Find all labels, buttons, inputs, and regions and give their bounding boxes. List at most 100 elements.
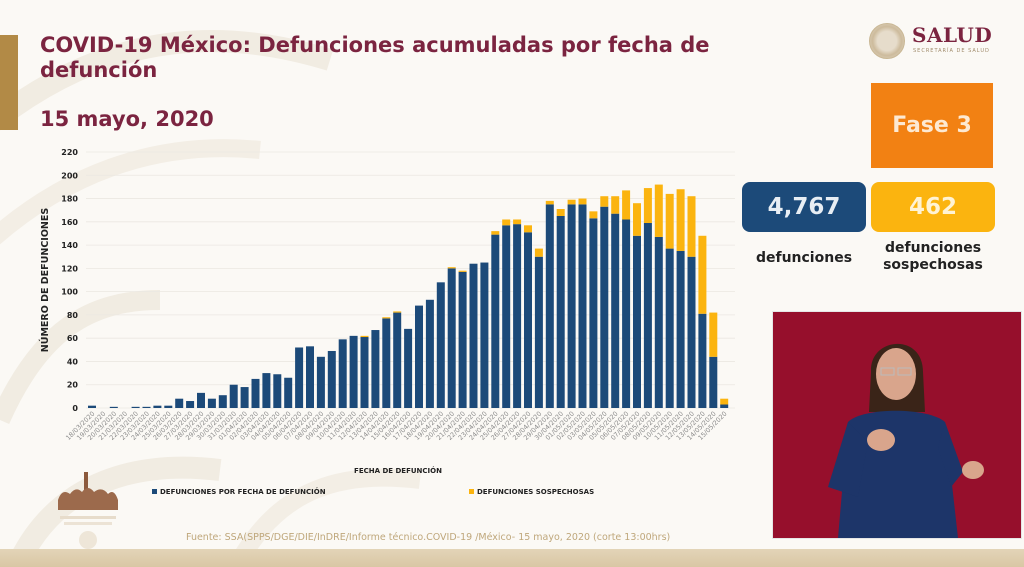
bar-deaths: [447, 268, 456, 408]
bar-deaths: [164, 405, 173, 408]
bar-deaths: [480, 262, 489, 408]
bar-deaths: [371, 330, 380, 408]
seal-icon: [79, 531, 97, 549]
bar-deaths: [316, 356, 325, 408]
y-axis-label: NÚMERO DE DEFUNCIONES: [39, 208, 51, 353]
x-axis-label: FECHA DE DEFUNCIÓN: [354, 466, 442, 475]
bar-deaths: [251, 378, 260, 408]
y-tick-label: 220: [61, 148, 78, 157]
bar-deaths: [393, 312, 402, 408]
bar-deaths: [327, 350, 336, 408]
legend-label-suspected: DEFUNCIONES SOSPECHOSAS: [477, 488, 594, 496]
y-tick-label: 20: [67, 381, 79, 390]
bar-deaths: [687, 256, 696, 408]
y-tick-label: 40: [67, 357, 79, 366]
bar-deaths: [295, 347, 304, 408]
phase-badge: Fase 3: [871, 83, 993, 168]
bar-deaths: [109, 406, 118, 408]
salud-logo: SALUD SECRETARÍA DE SALUD: [866, 20, 996, 60]
bar-deaths: [524, 232, 532, 408]
bar-deaths: [567, 204, 576, 408]
bar-deaths: [709, 356, 718, 408]
bar-deaths: [415, 305, 423, 408]
bottom-band: [0, 549, 1024, 567]
bar-deaths: [284, 377, 293, 408]
interpreter-video: [772, 311, 1022, 539]
national-seal-icon: [869, 23, 905, 59]
bar-deaths: [720, 404, 729, 408]
bar-deaths: [218, 395, 227, 408]
bar-suspected: [502, 219, 511, 226]
bar-deaths: [643, 222, 652, 408]
logo-name: SALUD: [912, 23, 993, 47]
y-tick-label: 60: [67, 334, 79, 343]
bar-deaths: [175, 398, 184, 408]
bar-deaths: [556, 216, 565, 408]
bar-suspected: [622, 190, 631, 220]
bar-suspected: [513, 219, 522, 225]
bar-deaths: [240, 387, 249, 408]
bar-deaths: [502, 225, 511, 408]
bar-deaths: [425, 299, 434, 408]
bar-suspected: [676, 189, 685, 251]
legend-swatch-suspected: [469, 489, 474, 494]
bar-suspected: [633, 203, 641, 236]
source-note: Fuente: SSA(SPPS/DGE/DIE/InDRE/Informe t…: [186, 532, 671, 543]
legend-label-deaths: DEFUNCIONES POR FECHA DE DEFUNCIÓN: [160, 487, 326, 496]
bar-deaths: [469, 263, 478, 408]
bar-suspected: [447, 267, 456, 269]
suspected-count-box: 462: [871, 182, 995, 232]
bar-deaths: [622, 219, 631, 408]
x-axis-ticks: 18/03/202019/03/202020/03/202021/03/2020…: [64, 410, 728, 442]
bar-suspected: [589, 211, 598, 219]
bar-deaths: [513, 224, 522, 408]
bar-suspected: [600, 196, 609, 207]
bar-deaths: [611, 213, 620, 408]
y-tick-label: 80: [67, 311, 79, 320]
bar-deaths: [589, 218, 598, 408]
bar-deaths: [197, 392, 205, 408]
bar-deaths: [262, 373, 271, 408]
bar-deaths: [306, 346, 314, 408]
bar-deaths: [131, 406, 140, 408]
bar-deaths: [654, 236, 663, 408]
bar-suspected: [720, 398, 729, 405]
bar-series: [88, 184, 729, 408]
bar-suspected: [524, 225, 532, 233]
bar-suspected: [382, 317, 391, 319]
bar-deaths: [665, 248, 674, 408]
bar-deaths: [88, 405, 96, 408]
y-tick-label: 160: [61, 218, 78, 227]
bar-deaths: [633, 235, 641, 408]
bar-suspected: [491, 231, 500, 235]
deaths-count-box: 4,767: [742, 182, 866, 232]
y-tick-label: 120: [61, 264, 78, 273]
y-tick-label: 100: [61, 288, 78, 297]
report-date: 15 mayo, 2020: [40, 107, 214, 131]
logo-subtitle: SECRETARÍA DE SALUD: [913, 48, 990, 54]
bar-deaths: [578, 204, 587, 408]
bar-deaths: [382, 318, 391, 408]
bar-suspected: [665, 193, 674, 249]
bar-suspected: [458, 270, 467, 272]
bar-deaths: [676, 250, 685, 408]
bar-deaths: [229, 384, 238, 408]
bar-deaths: [600, 206, 609, 408]
suspected-label-line1: defunciones: [884, 240, 982, 256]
bar-suspected: [567, 199, 576, 205]
bar-suspected: [654, 184, 663, 237]
bar-suspected: [556, 209, 565, 216]
bar-deaths: [273, 374, 282, 408]
deaths-bar-chart: 0 20 40 60 80 100 120 140 160 180 200 220 18/03/202…: [39, 148, 735, 496]
bar-deaths: [491, 234, 500, 408]
page-title: COVID-19 México: Defunciones acumuladas …: [40, 33, 710, 82]
y-axis-ticks: 0 20 40 60 80 100 120 140 160 180 200 220: [61, 148, 78, 413]
bar-suspected: [709, 312, 718, 357]
bar-deaths: [186, 401, 195, 408]
bar-deaths: [153, 405, 162, 408]
bar-deaths: [404, 328, 413, 408]
bar-deaths: [338, 339, 347, 408]
bar-deaths: [534, 256, 543, 408]
bar-suspected: [611, 196, 620, 214]
bar-deaths: [458, 271, 467, 408]
